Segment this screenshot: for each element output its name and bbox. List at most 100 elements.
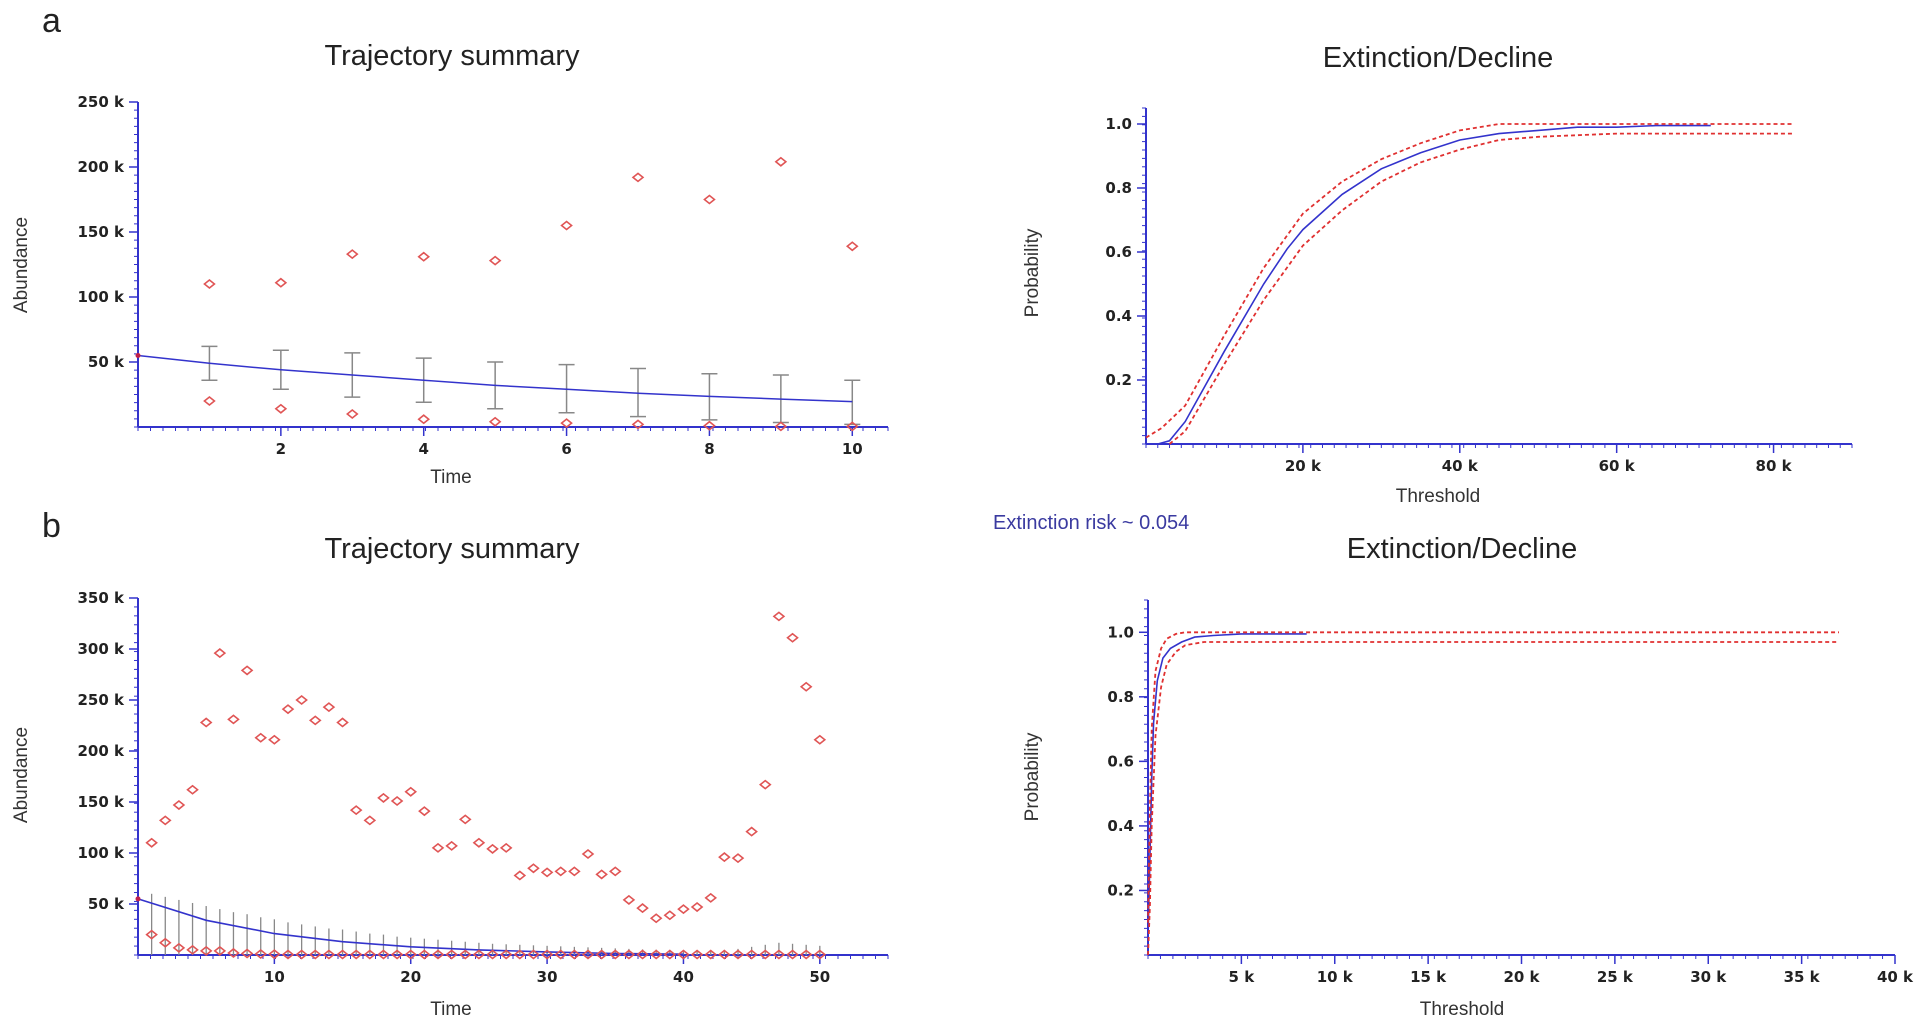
max-marker <box>608 866 622 877</box>
min-marker <box>486 949 499 960</box>
min-marker <box>404 949 418 960</box>
max-marker <box>377 792 390 803</box>
x-axis-label: Time <box>430 467 472 488</box>
max-marker <box>349 805 363 816</box>
min-marker <box>213 945 227 956</box>
max-marker <box>527 863 540 874</box>
min-marker <box>349 949 363 960</box>
y-tick-label: 0.4 <box>1105 307 1132 325</box>
y-tick-label: 0.6 <box>1105 243 1132 261</box>
y-tick-label: 1.0 <box>1107 623 1134 641</box>
x-tick-label: 40 k <box>1877 968 1914 986</box>
start-point <box>135 896 141 902</box>
x-tick-label: 80 k <box>1756 457 1793 475</box>
max-marker <box>540 867 554 878</box>
max-marker <box>581 848 595 860</box>
max-marker <box>499 842 513 853</box>
max-marker <box>458 814 472 825</box>
max-marker <box>758 779 772 790</box>
x-tick-label: 30 k <box>1690 968 1727 986</box>
min-marker <box>554 949 568 960</box>
max-marker <box>254 732 268 743</box>
max-marker <box>445 840 458 851</box>
max-marker <box>731 853 745 864</box>
mean-line <box>137 354 853 403</box>
bound-line <box>1147 641 1839 956</box>
x-tick-label: 35 k <box>1784 968 1821 986</box>
panel-label-a: a <box>42 2 61 40</box>
max-marker <box>649 913 663 924</box>
min-marker <box>718 949 731 960</box>
min-marker <box>677 949 690 960</box>
max-marker <box>203 278 216 290</box>
max-marker <box>704 892 718 903</box>
x-tick-label: 10 <box>842 440 863 458</box>
max-marker <box>346 249 359 260</box>
y-tick-label: 100 k <box>77 288 125 306</box>
min-marker <box>786 949 799 960</box>
max-marker <box>774 156 788 167</box>
min-marker <box>813 949 827 960</box>
max-marker <box>158 815 172 826</box>
max-marker <box>281 704 295 715</box>
max-marker <box>336 717 349 728</box>
max-marker <box>418 806 431 817</box>
y-tick-label: 1.0 <box>1105 115 1132 133</box>
x-tick-label: 10 k <box>1317 968 1354 986</box>
max-marker <box>199 717 213 728</box>
y-tick-label: 100 k <box>77 844 125 862</box>
max-marker <box>145 837 158 848</box>
x-tick-label: 6 <box>561 440 571 458</box>
max-marker <box>472 837 486 848</box>
bound-line <box>1168 132 1794 445</box>
y-tick-label: 150 k <box>77 223 125 241</box>
probability-line <box>1147 633 1307 939</box>
max-marker <box>703 194 716 205</box>
x-tick-label: 10 <box>264 968 285 986</box>
min-marker <box>472 949 486 960</box>
y-tick-label: 0.8 <box>1105 179 1132 197</box>
min-marker <box>704 949 718 960</box>
y-tick-label: 200 k <box>77 742 125 760</box>
min-marker <box>631 419 645 430</box>
min-marker <box>772 949 786 960</box>
max-marker <box>186 784 199 795</box>
y-tick-label: 200 k <box>77 158 125 176</box>
x-tick-label: 2 <box>276 440 286 458</box>
min-marker <box>636 949 649 960</box>
min-marker <box>268 949 281 960</box>
x-tick-label: 20 k <box>1503 968 1540 986</box>
max-marker <box>240 665 254 676</box>
min-marker <box>203 395 216 407</box>
min-marker <box>172 942 186 953</box>
min-marker <box>568 949 581 960</box>
min-marker <box>745 949 758 960</box>
min-marker <box>445 949 458 960</box>
x-tick-label: 25 k <box>1597 968 1634 986</box>
max-marker <box>560 220 573 231</box>
chart-b-extinction: Extinction/Decline Threshold Probability… <box>1022 533 1914 1020</box>
x-tick-label: 40 <box>673 968 694 986</box>
min-marker <box>649 949 663 960</box>
max-marker <box>799 681 813 692</box>
max-marker <box>227 714 240 725</box>
min-marker <box>281 949 295 960</box>
y-tick-label: 250 k <box>77 691 125 709</box>
min-marker <box>336 949 349 960</box>
y-tick-label: 0.4 <box>1107 817 1134 835</box>
min-marker <box>322 949 336 960</box>
min-marker <box>431 949 445 960</box>
x-tick-label: 5 k <box>1229 968 1256 986</box>
max-marker <box>295 694 308 706</box>
x-tick-label: 30 <box>537 968 558 986</box>
min-marker <box>608 949 622 960</box>
x-axis-label: Threshold <box>1420 999 1505 1020</box>
min-marker <box>799 949 813 960</box>
y-tick-label: 0.2 <box>1105 371 1132 389</box>
min-marker <box>595 949 608 960</box>
chart-title: Trajectory summary <box>324 40 580 72</box>
x-tick-label: 8 <box>704 440 714 458</box>
min-marker <box>295 949 308 960</box>
min-marker <box>227 947 240 958</box>
min-marker <box>758 949 772 960</box>
